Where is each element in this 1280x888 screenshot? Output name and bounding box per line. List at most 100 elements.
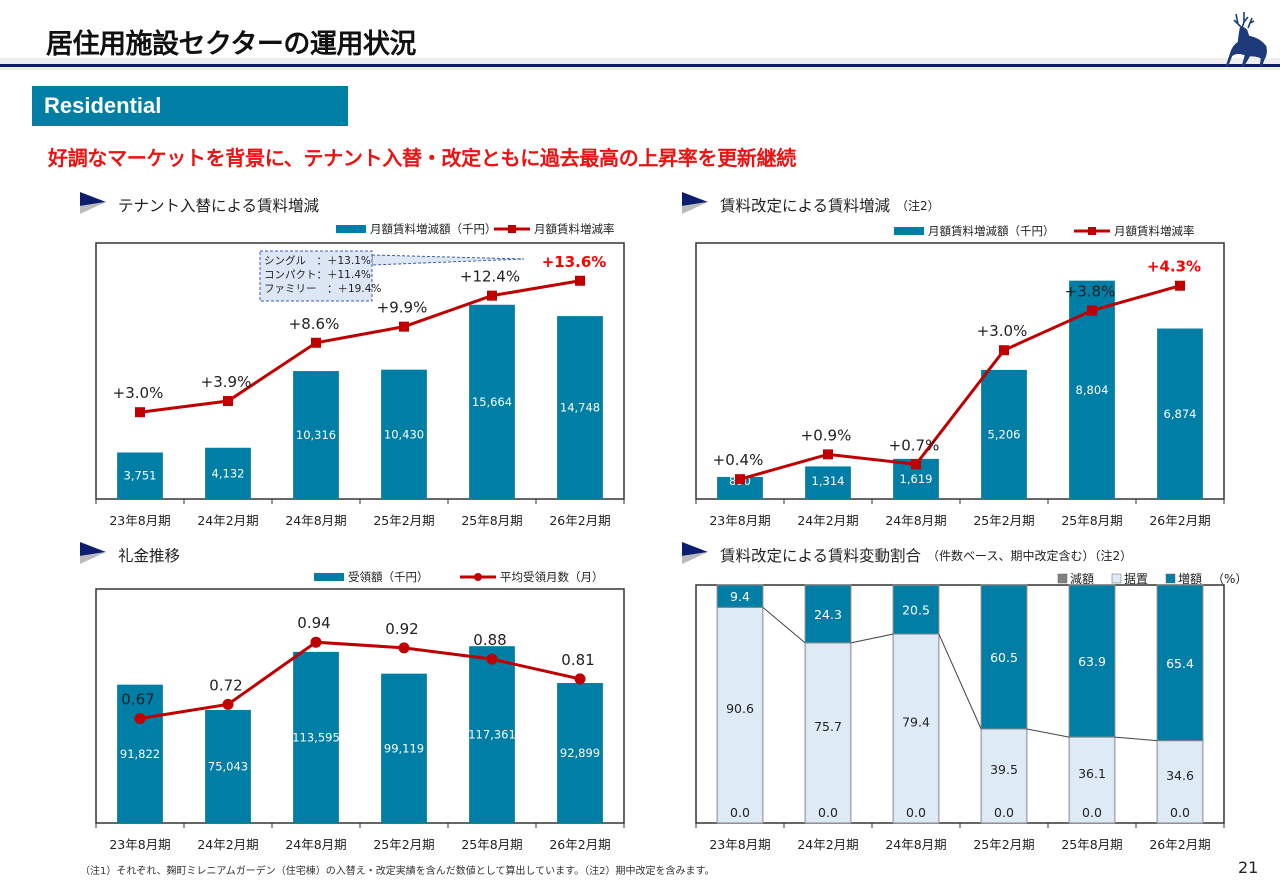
line-marker [575, 275, 585, 286]
triangle-bullet-icon [682, 542, 710, 568]
chart-title-note: （注2） [896, 198, 940, 213]
line-value-label: +0.7% [889, 436, 940, 454]
series-connector-line [850, 633, 894, 644]
bar-value-label: 10,430 [384, 427, 424, 441]
plot-area [695, 242, 1225, 500]
legend-label: 増額 [1178, 572, 1202, 586]
line-value-label: +3.0% [113, 384, 164, 402]
line-value-label: 0.88 [473, 631, 506, 649]
chart-title-text: テナント入替による賃料増減 [118, 197, 320, 215]
chart-tenant-turnover: 23年8月期 24年2月期 24年8月期 25年2月期 25年8月期 26年2月期 月額賃料… [95, 222, 625, 528]
bar [205, 709, 251, 823]
chart-title-revision-ratio: 賃料改定による賃料変動割合 （件数ベース、期中改定含む）（注2） [682, 542, 1132, 568]
x-tick-label: 24年8月期 [885, 513, 946, 528]
line-value-label: +8.6% [289, 315, 340, 333]
bar-value-label: 99,119 [384, 741, 424, 755]
legend-line-marker [1088, 227, 1096, 235]
x-tick-label: 23年8月期 [109, 513, 170, 528]
callout-pointer [371, 254, 525, 266]
bar [805, 466, 851, 499]
footnote: （注1）それぞれ、麹町ミレニアムガーデン（住宅棟）の入替え・改定実績を含んだ数値… [80, 866, 715, 877]
x-tick-label: 25年8月期 [1061, 837, 1122, 852]
line-marker [399, 321, 409, 332]
bar-value-label: 113,595 [292, 730, 340, 744]
page-number: 21 [1238, 858, 1259, 877]
callout-box [259, 250, 373, 302]
stacked-bar-flat [716, 606, 764, 824]
bar-value-label: 1,619 [900, 472, 933, 486]
bar-value-label: 5,206 [988, 427, 1021, 441]
increase-value-label: 9.4 [730, 589, 750, 604]
line-marker [574, 673, 586, 685]
bar [205, 447, 251, 499]
x-tick-label: 26年2月期 [549, 837, 610, 852]
line-value-label: 0.94 [297, 614, 330, 632]
chart-revision-ratio: 23年8月期 24年2月期 24年8月期 25年2月期 25年8月期 26年2月期 減額 据置… [695, 571, 1240, 852]
stacked-bar-increase [892, 584, 940, 635]
triangle-bullet-icon [682, 192, 710, 218]
increase-value-label: 24.3 [814, 607, 842, 622]
line-marker [311, 337, 321, 348]
bar-value-label: 1,314 [812, 474, 845, 488]
bar [1157, 328, 1203, 499]
legend-line-label: 平均受領月数（月） [500, 570, 604, 584]
flat-value-label: 39.5 [990, 762, 1018, 777]
bar [117, 684, 163, 823]
line-marker [487, 290, 497, 301]
stacked-bar-flat [980, 728, 1028, 824]
bar-value-label: 92,899 [560, 746, 600, 760]
chart-title-text: 賃料改定による賃料変動割合 [720, 547, 922, 565]
bar [381, 369, 427, 499]
x-tick-label: 24年2月期 [197, 513, 258, 528]
bar-value-label: 10,316 [296, 428, 336, 442]
line-marker [135, 407, 145, 418]
stacked-bar-increase [804, 584, 852, 644]
line-value-label: 0.67 [121, 690, 154, 708]
flat-value-label: 36.1 [1078, 766, 1106, 781]
decrease-value-label: 0.0 [818, 805, 838, 820]
x-tick-label: 25年8月期 [1061, 513, 1122, 528]
x-tick-label: 23年8月期 [709, 837, 770, 852]
chart-title-text: 礼金推移 [118, 547, 181, 565]
x-tick-label: 23年8月期 [709, 513, 770, 528]
increase-value-label: 63.9 [1078, 654, 1106, 669]
flat-value-label: 79.4 [902, 715, 930, 730]
chart-rent-revision: 23年8月期 24年2月期 24年8月期 25年2月期 25年8月期 26年2月期 月額賃料… [695, 224, 1225, 528]
section-tag: Residential [32, 86, 348, 126]
bar [981, 369, 1027, 499]
plot-area [695, 584, 1225, 824]
chart-title-text: 賃料改定による賃料増減 [720, 197, 891, 215]
legend-line-label: 月額賃料増減率 [1114, 224, 1195, 238]
legend-bar-swatch [336, 225, 366, 233]
line-marker [1175, 280, 1185, 291]
chart-title-rent-revision: 賃料改定による賃料増減 （注2） [682, 192, 940, 218]
increase-value-label: 60.5 [990, 650, 1018, 665]
legend-bar-label: 月額賃料増減額（千円） [928, 224, 1055, 238]
decrease-value-label: 0.0 [1170, 805, 1190, 820]
line-value-label: +3.9% [201, 373, 252, 391]
title-rule [0, 64, 1280, 67]
legend-line-label: 月額賃料増減率 [534, 222, 615, 236]
x-tick-label: 24年8月期 [285, 837, 346, 852]
x-tick-label: 24年2月期 [797, 513, 858, 528]
line-value-label: +3.8% [1065, 283, 1116, 301]
callout-line: ファミリー ：＋19.4% [264, 283, 381, 295]
line-series [139, 640, 581, 720]
page-title: 居住用施設セクターの運用状況 [46, 29, 416, 60]
line-marker [310, 636, 322, 648]
line-series [139, 279, 581, 414]
line-value-label: +12.4% [460, 268, 520, 286]
line-value-label: +9.9% [377, 299, 428, 317]
line-marker [823, 449, 833, 460]
bar-value-label: 117,361 [468, 728, 516, 742]
bar [117, 452, 163, 499]
line-value-label: +4.3% [1147, 258, 1201, 276]
series-connector-line [1114, 736, 1158, 742]
chart-title-tenant-turnover: テナント入替による賃料増減 [80, 192, 319, 218]
legend-bar-swatch [314, 573, 344, 581]
x-tick-label: 25年8月期 [461, 837, 522, 852]
x-tick-label: 25年2月期 [373, 513, 434, 528]
line-marker [911, 459, 921, 470]
line-value-label: 0.92 [385, 620, 418, 638]
triangle-bullet-icon [80, 192, 108, 218]
